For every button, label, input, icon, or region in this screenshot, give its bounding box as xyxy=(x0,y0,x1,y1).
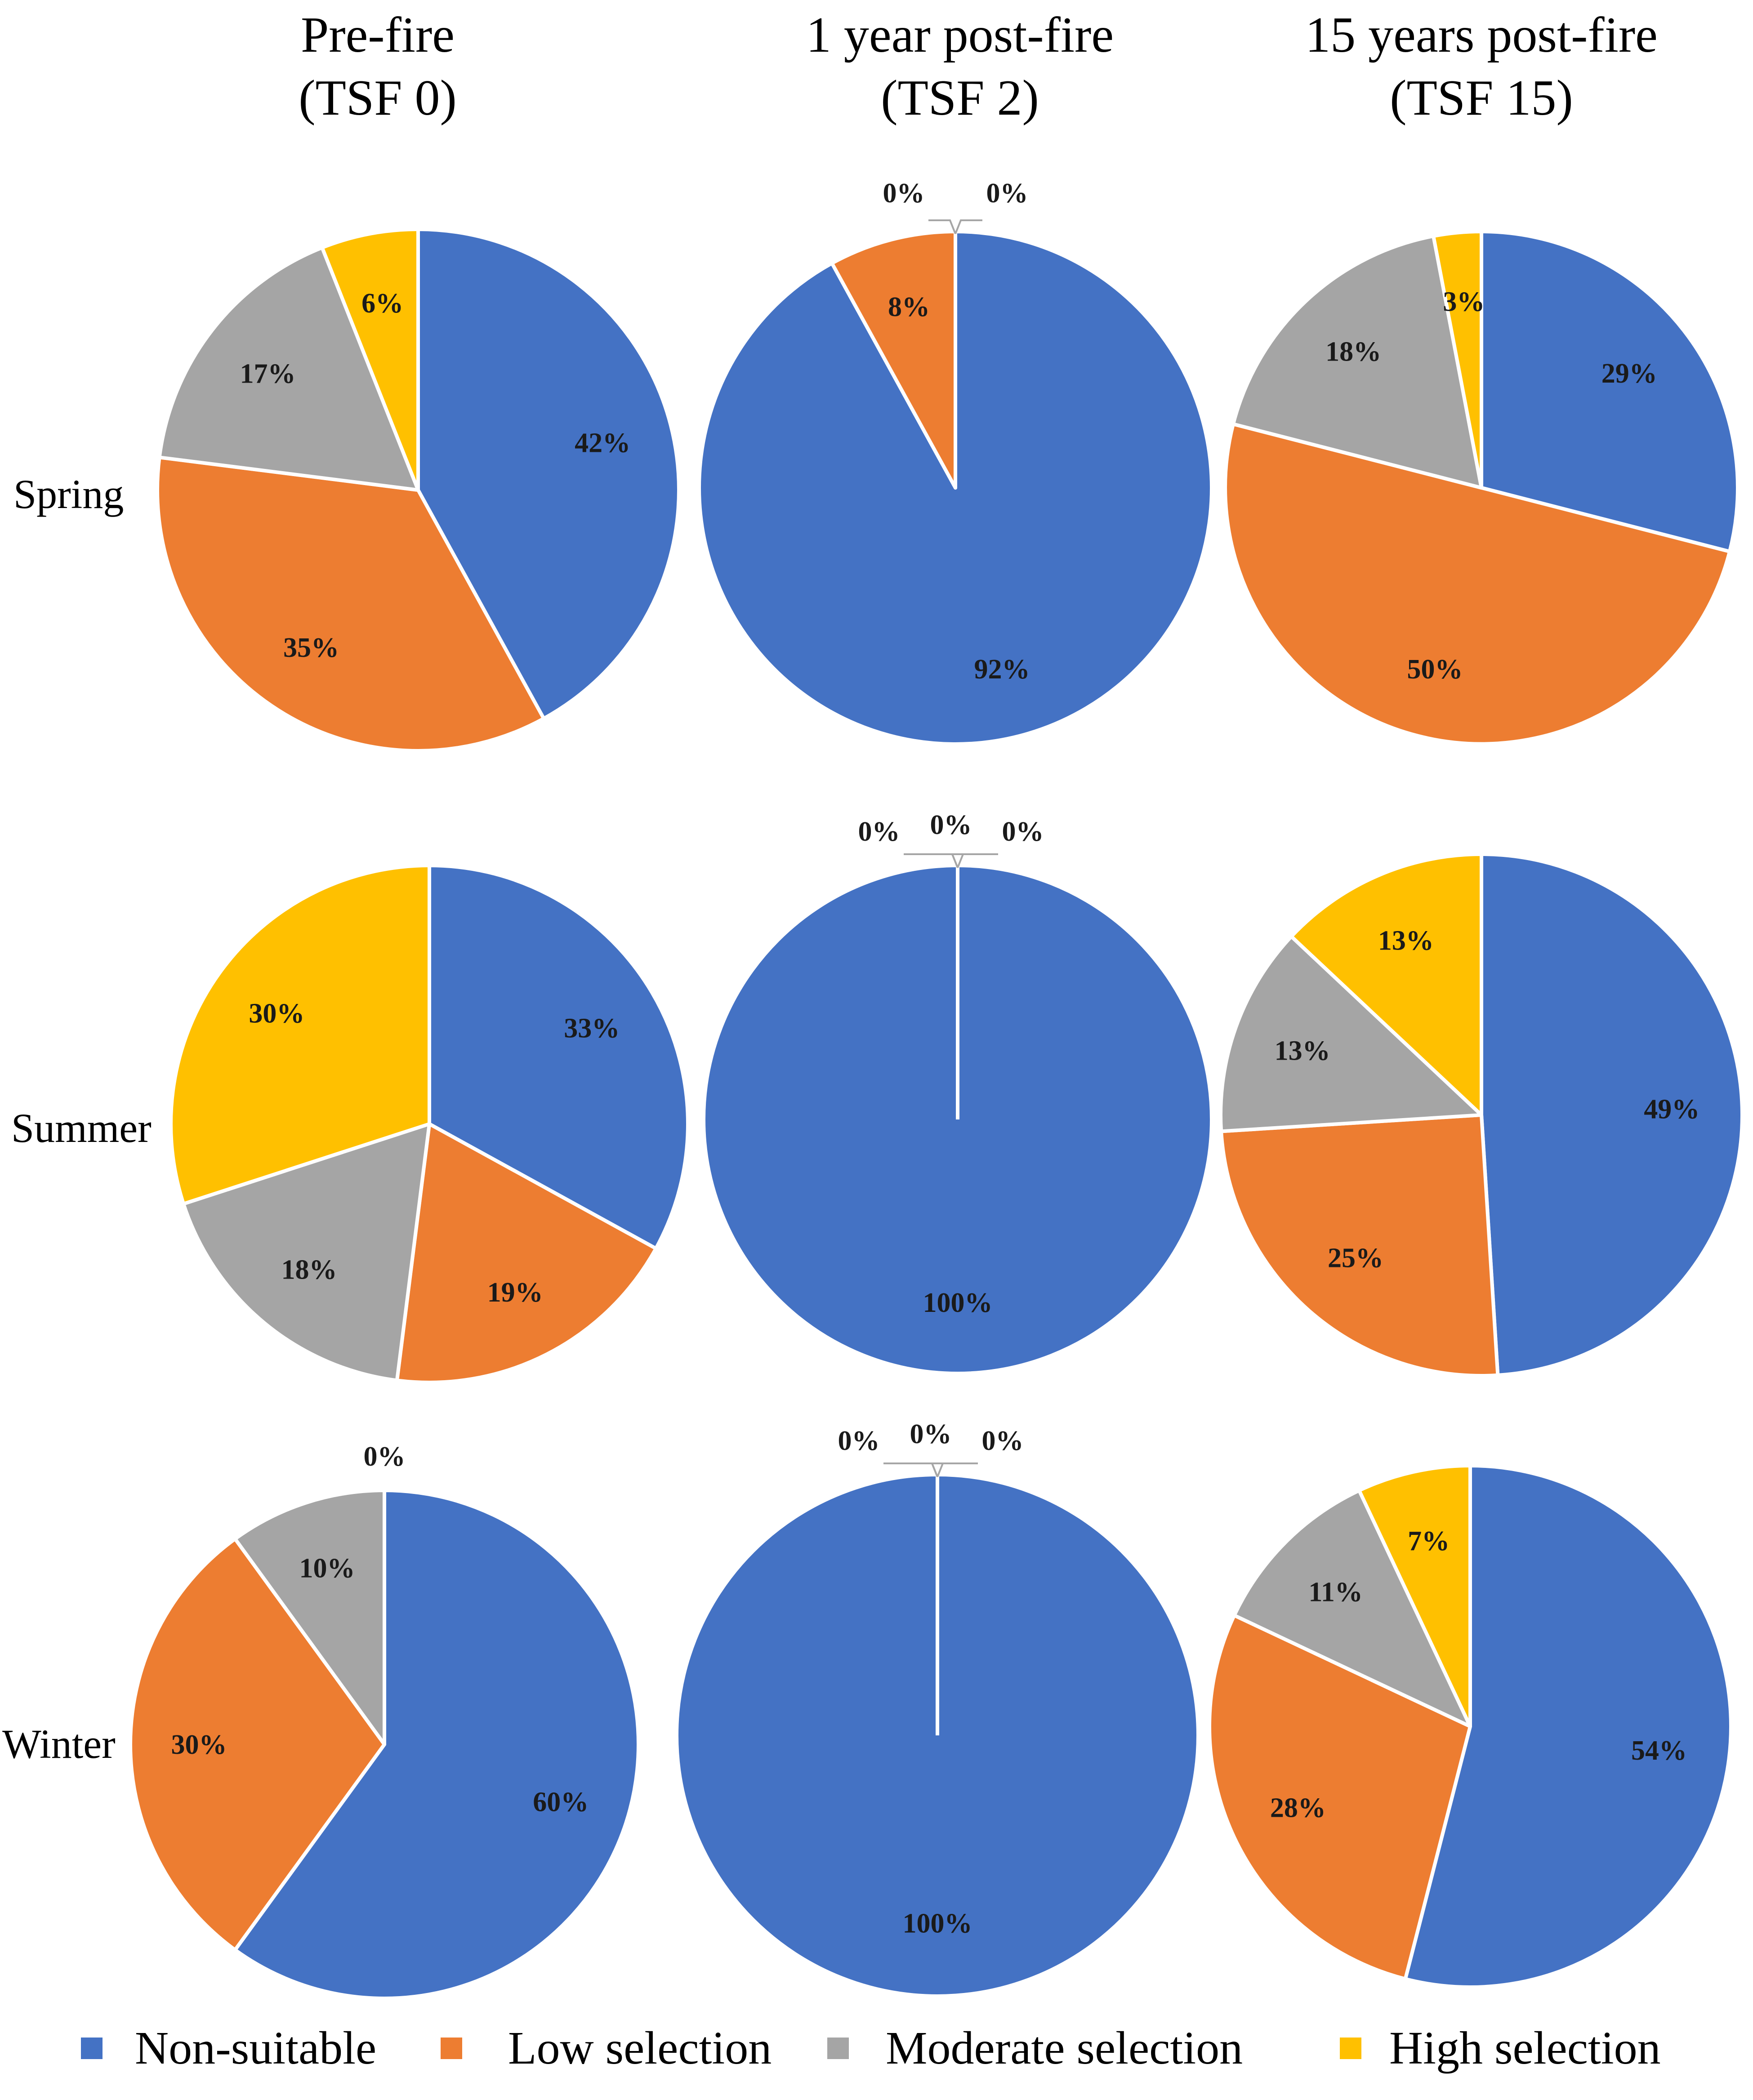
slice-label-high-selection: 0% xyxy=(986,178,1028,209)
slice-non-suitable xyxy=(428,864,690,1251)
slice-label-non-suitable: 49% xyxy=(1644,1094,1699,1125)
slice-label-high-selection: 7% xyxy=(1408,1526,1450,1556)
legend-marker-low-selection xyxy=(441,2038,462,2059)
pies: 42% 35% 17% 6% 92% 8% 0% 0% 29% 50% 18% 3% 33% 19% 18%… xyxy=(129,178,1744,2000)
column-title-pre-fire: Pre-fire xyxy=(301,7,455,63)
slice-low-selection xyxy=(156,455,546,753)
slice-label-low-selection: 50% xyxy=(1407,654,1463,685)
slice-label-high-selection: 3% xyxy=(1443,287,1485,317)
slice-non-suitable xyxy=(1480,230,1740,553)
legend-label-moderate-selection: Moderate selection xyxy=(886,2022,1243,2074)
slice-high-selection xyxy=(1432,230,1483,490)
slice-label-high-selection: 0% xyxy=(364,1441,406,1472)
leader-line-high-selection xyxy=(937,1462,978,1477)
slice-label-low-selection: 0% xyxy=(838,1426,880,1456)
leader-line-high-selection xyxy=(955,219,982,234)
legend: Non-suitable Low selection Moderate select… xyxy=(81,2022,1661,2074)
slice-moderate-selection xyxy=(157,245,420,492)
slice-label-high-selection: 30% xyxy=(249,998,304,1029)
slice-high-selection xyxy=(1289,852,1483,1117)
slice-label-low-selection: 0% xyxy=(858,816,900,847)
row-labels: Spring Summer Winter xyxy=(2,471,152,1767)
legend-marker-high-selection xyxy=(1340,2038,1361,2059)
pie-summer-1-year-post-fire: 100% 0% 0% 0% xyxy=(702,810,1213,1375)
column-title-1-year-post-fire: 1 year post-fire xyxy=(806,7,1114,63)
row-label-winter: Winter xyxy=(2,1721,116,1767)
slice-moderate-selection xyxy=(1231,234,1483,490)
slice-low-selection xyxy=(830,230,957,490)
column-titles: Pre-fire (TSF 0) 1 year post-fire (TSF 2) 15… xyxy=(299,7,1658,126)
slice-high-selection xyxy=(169,864,431,1206)
pie-summer-pre-fire: 33% 19% 18% 30% xyxy=(169,864,690,1384)
slice-moderate-selection xyxy=(1219,934,1483,1133)
pie-spring-1-year-post-fire: 92% 8% 0% 0% xyxy=(697,178,1213,746)
pie-winter-15-years-post-fire: 54% 28% 11% 7% xyxy=(1208,1464,1733,1989)
slice-low-selection xyxy=(1219,1113,1500,1378)
slice-moderate-selection xyxy=(233,1489,386,1746)
slice-label-non-suitable: 42% xyxy=(575,428,630,459)
legend-label-high-selection: High selection xyxy=(1389,2022,1661,2074)
slice-label-moderate-selection: 18% xyxy=(281,1254,337,1285)
slice-label-moderate-selection: 11% xyxy=(1308,1577,1363,1608)
pie-summer-15-years-post-fire: 49% 25% 13% 13% xyxy=(1219,852,1744,1378)
slice-label-non-suitable: 29% xyxy=(1601,358,1657,389)
pie-winter-pre-fire: 60% 30% 10% 0% xyxy=(129,1441,641,2000)
column-subtitle-pre-fire: (TSF 0) xyxy=(299,70,457,126)
slice-low-selection xyxy=(129,1537,386,1952)
column-title-15-years-post-fire: 15 years post-fire xyxy=(1305,7,1658,63)
slice-non-suitable xyxy=(233,1489,641,2000)
row-label-spring: Spring xyxy=(13,471,124,517)
slice-label-high-selection: 6% xyxy=(361,288,403,319)
slice-label-non-suitable: 100% xyxy=(903,1908,972,1939)
slice-label-moderate-selection: 0% xyxy=(883,178,925,209)
slice-label-low-selection: 35% xyxy=(283,633,339,663)
slice-label-non-suitable: 92% xyxy=(974,654,1030,685)
slice-label-non-suitable: 60% xyxy=(533,1787,589,1817)
column-subtitle-1-year-post-fire: (TSF 2) xyxy=(881,70,1039,126)
slice-label-moderate-selection: 18% xyxy=(1325,337,1381,367)
pie-spring-pre-fire: 42% 35% 17% 6% xyxy=(156,227,681,753)
slice-label-moderate-selection: 13% xyxy=(1275,1036,1330,1066)
column-subtitle-15-years-post-fire: (TSF 15) xyxy=(1390,70,1573,126)
slice-moderate-selection xyxy=(1232,1489,1472,1728)
row-label-summer: Summer xyxy=(11,1105,152,1151)
legend-label-non-suitable: Non-suitable xyxy=(135,2022,376,2074)
slice-label-low-selection: 25% xyxy=(1328,1243,1383,1274)
pie-winter-1-year-post-fire: 100% 0% 0% 0% xyxy=(675,1419,1200,1998)
slice-moderate-selection xyxy=(182,1122,431,1382)
leader-line-high-selection xyxy=(957,853,998,868)
slice-non-suitable xyxy=(1480,852,1744,1377)
slice-label-low-selection: 30% xyxy=(171,1730,227,1760)
slice-high-selection xyxy=(1357,1464,1472,1728)
slice-label-moderate-selection: 0% xyxy=(910,1419,952,1449)
slice-label-high-selection: 0% xyxy=(1002,816,1044,847)
slice-low-selection xyxy=(1225,424,1730,744)
slice-label-low-selection: 8% xyxy=(888,292,930,322)
legend-marker-moderate-selection xyxy=(827,2038,849,2059)
leader-line-moderate-selection xyxy=(928,219,956,234)
slice-label-low-selection: 19% xyxy=(487,1277,543,1308)
slice-label-moderate-selection: 10% xyxy=(299,1553,355,1584)
slice-label-non-suitable: 33% xyxy=(564,1013,620,1043)
pie-spring-15-years-post-fire: 29% 50% 18% 3% xyxy=(1225,230,1740,744)
slice-non-suitable xyxy=(1403,1464,1733,1989)
slice-label-moderate-selection: 17% xyxy=(240,358,295,389)
legend-label-low-selection: Low selection xyxy=(508,2022,772,2074)
slice-label-non-suitable: 54% xyxy=(1631,1735,1687,1766)
slice-label-non-suitable: 100% xyxy=(923,1288,993,1318)
slice-high-selection xyxy=(320,227,420,492)
slice-low-selection xyxy=(1208,1614,1472,1981)
slice-label-moderate-selection: 0% xyxy=(930,810,972,840)
slice-label-high-selection: 0% xyxy=(982,1426,1024,1456)
slice-low-selection xyxy=(395,1122,658,1384)
slice-label-high-selection: 13% xyxy=(1378,925,1434,956)
legend-marker-non-suitable xyxy=(81,2038,103,2059)
slice-label-low-selection: 28% xyxy=(1270,1792,1326,1823)
slice-non-suitable xyxy=(416,227,681,721)
